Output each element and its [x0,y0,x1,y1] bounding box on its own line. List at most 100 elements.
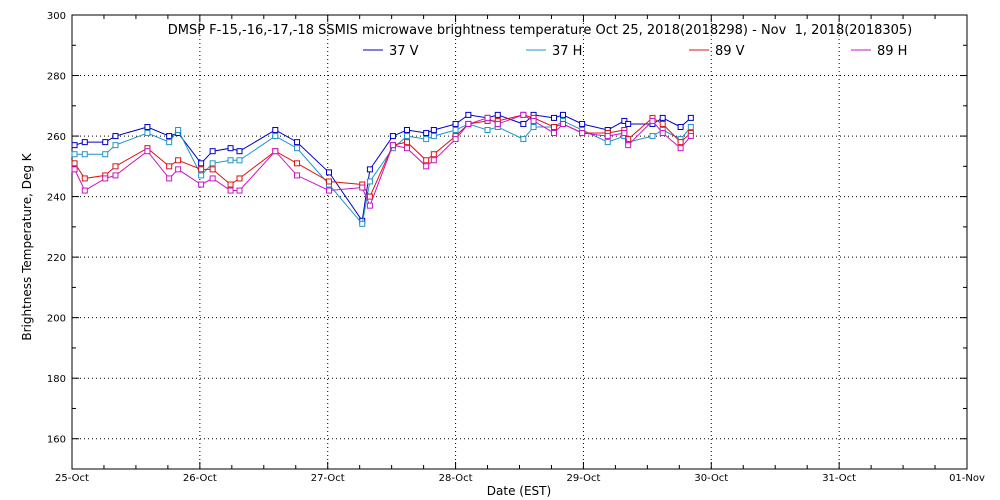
data-point [294,145,301,152]
data-point [403,127,410,134]
data-point [144,130,151,137]
data-point [71,142,78,149]
data-point [687,123,694,130]
data-point [209,166,216,173]
data-point [484,114,491,121]
data-point [166,139,173,146]
data-point [325,178,332,185]
data-point [198,160,205,167]
data-point [659,130,666,137]
data-point [677,139,684,146]
data-point [604,139,611,146]
data-point [175,127,182,134]
data-point [551,114,558,121]
data-point [175,157,182,164]
x-tick-label: 30-Oct [694,473,728,484]
data-point [559,120,566,127]
y-tick-label: 300 [47,11,66,22]
data-point [389,133,396,140]
data-point [272,133,279,140]
data-point [366,166,373,173]
data-point [520,136,527,143]
legend-label: 37 V [389,44,419,59]
data-point [366,178,373,185]
x-tick-label: 26-Oct [183,473,217,484]
legend-label: 89 H [877,44,907,59]
data-point [530,123,537,130]
y-tick-label: 260 [47,132,66,143]
data-point [198,181,205,188]
data-point [236,187,243,194]
data-point [112,142,119,149]
y-tick-label: 280 [47,72,66,83]
data-point [687,133,694,140]
data-point [452,136,459,143]
data-point [227,157,234,164]
legend-label: 89 V [715,44,745,59]
data-point [430,151,437,158]
data-point [166,175,173,182]
data-point [175,166,182,173]
data-point [520,120,527,127]
data-point [366,193,373,200]
series-37-v [71,111,694,224]
data-point [102,151,109,158]
x-tick-label: 25-Oct [55,473,89,484]
data-point [198,166,205,173]
data-point [430,127,437,134]
legend-label: 37 H [552,44,582,59]
data-point [659,120,666,127]
y-tick-label: 200 [47,314,66,325]
data-point [71,166,78,173]
data-point [625,142,632,149]
data-point [294,139,301,146]
data-point [389,142,396,149]
data-point [166,133,173,140]
series-89-h [71,111,694,209]
data-point [621,130,628,137]
data-point [625,136,632,143]
x-tick-label: 28-Oct [439,473,473,484]
data-point [430,133,437,140]
data-point [359,184,366,191]
x-tick-label: 01-Nov [949,473,985,484]
data-point [112,163,119,170]
data-point [359,220,366,227]
data-point [649,117,656,124]
data-point [144,148,151,155]
data-point [625,120,632,127]
x-tick-label: 27-Oct [311,473,345,484]
data-point [465,120,472,127]
data-point [81,139,88,146]
data-point [604,133,611,140]
data-point [403,133,410,140]
data-point [144,123,151,130]
data-point [209,160,216,167]
data-point [403,139,410,146]
data-point [659,114,666,121]
data-point [166,163,173,170]
data-point [227,181,234,188]
data-point [452,120,459,127]
data-point [227,145,234,152]
data-point [687,114,694,121]
data-point [649,133,656,140]
series-37-h [71,117,694,227]
data-point [430,157,437,164]
y-tick-label: 220 [47,253,66,264]
data-point [423,157,430,164]
data-point [677,123,684,130]
data-point [423,130,430,137]
chart-title: DMSP F-15,-16,-17,-18 SSMIS microwave br… [168,23,913,38]
data-point [325,187,332,194]
data-point [81,151,88,158]
data-point [494,111,501,118]
data-point [484,127,491,134]
data-point [551,123,558,130]
y-tick-label: 160 [47,435,66,446]
data-point [621,117,628,124]
data-point [102,175,109,182]
data-point [71,160,78,167]
y-axis-label: Brightness Temperature, Deg K [20,152,34,340]
